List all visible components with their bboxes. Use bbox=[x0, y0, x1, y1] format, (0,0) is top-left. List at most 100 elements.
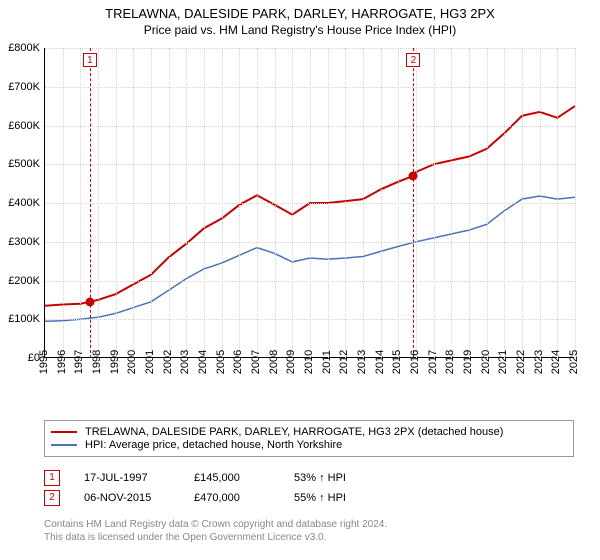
vgridline bbox=[381, 48, 382, 358]
sale-dropline bbox=[413, 48, 414, 358]
sales-row: 2 06-NOV-2015£470,00055% ↑ HPI bbox=[44, 490, 574, 506]
xtick-label: 2016 bbox=[409, 350, 421, 374]
xtick-label: 2015 bbox=[391, 350, 403, 374]
xtick-label: 2000 bbox=[126, 350, 138, 374]
sales-row-pct: 53% ↑ HPI bbox=[294, 472, 394, 484]
xtick-label: 2001 bbox=[144, 350, 156, 374]
vgridline bbox=[540, 48, 541, 358]
vgridline bbox=[434, 48, 435, 358]
vgridline bbox=[275, 48, 276, 358]
title-sub: Price paid vs. HM Land Registry's House … bbox=[0, 23, 600, 37]
xtick-label: 2005 bbox=[215, 350, 227, 374]
xtick-label: 1995 bbox=[38, 350, 50, 374]
vgridline bbox=[292, 48, 293, 358]
xtick-label: 2011 bbox=[321, 350, 333, 374]
xtick-label: 2012 bbox=[338, 350, 350, 374]
vgridline bbox=[522, 48, 523, 358]
footer: Contains HM Land Registry data © Crown c… bbox=[44, 518, 574, 544]
sale-point-dot bbox=[85, 297, 94, 306]
ytick-label: £600K bbox=[8, 120, 40, 132]
xtick-label: 1999 bbox=[109, 350, 121, 374]
sales-row-pct: 55% ↑ HPI bbox=[294, 492, 394, 504]
ytick-label: £100K bbox=[8, 313, 40, 325]
xtick-label: 2023 bbox=[533, 350, 545, 374]
xtick-label: 2014 bbox=[374, 350, 386, 374]
sales-row-marker: 1 bbox=[44, 470, 60, 486]
vgridline bbox=[451, 48, 452, 358]
sale-dropline bbox=[90, 48, 91, 358]
legend-label: TRELAWNA, DALESIDE PARK, DARLEY, HARROGA… bbox=[85, 426, 503, 438]
xtick-label: 1997 bbox=[73, 350, 85, 374]
sale-marker-box: 1 bbox=[83, 53, 97, 67]
titles: TRELAWNA, DALESIDE PARK, DARLEY, HARROGA… bbox=[0, 0, 600, 37]
vgridline bbox=[98, 48, 99, 358]
xtick-label: 2018 bbox=[444, 350, 456, 374]
xtick-label: 2024 bbox=[550, 350, 562, 374]
xtick-label: 2017 bbox=[427, 350, 439, 374]
ytick-label: £400K bbox=[8, 197, 40, 209]
vgridline bbox=[345, 48, 346, 358]
sales-row-date: 06-NOV-2015 bbox=[84, 492, 194, 504]
ytick-label: £700K bbox=[8, 81, 40, 93]
xtick-label: 2004 bbox=[197, 350, 209, 374]
sales-row-marker: 2 bbox=[44, 490, 60, 506]
ytick-label: £300K bbox=[8, 236, 40, 248]
vgridline bbox=[328, 48, 329, 358]
xtick-label: 2006 bbox=[232, 350, 244, 374]
legend-swatch bbox=[51, 431, 77, 433]
footer-line2: This data is licensed under the Open Gov… bbox=[44, 531, 574, 544]
vgridline bbox=[133, 48, 134, 358]
sales-table: 1 17-JUL-1997£145,00053% ↑ HPI 2 06-NOV-201… bbox=[44, 466, 574, 510]
xtick-label: 1996 bbox=[56, 350, 68, 374]
xtick-label: 2013 bbox=[356, 350, 368, 374]
title-main: TRELAWNA, DALESIDE PARK, DARLEY, HARROGA… bbox=[0, 6, 600, 21]
vgridline bbox=[204, 48, 205, 358]
vgridline bbox=[186, 48, 187, 358]
xtick-label: 2007 bbox=[250, 350, 262, 374]
sales-row-price: £145,000 bbox=[194, 472, 294, 484]
xtick-label: 2020 bbox=[480, 350, 492, 374]
vgridline bbox=[504, 48, 505, 358]
sales-row-date: 17-JUL-1997 bbox=[84, 472, 194, 484]
vgridline bbox=[169, 48, 170, 358]
vgridline bbox=[575, 48, 576, 358]
footer-line1: Contains HM Land Registry data © Crown c… bbox=[44, 518, 574, 531]
vgridline bbox=[310, 48, 311, 358]
vgridline bbox=[398, 48, 399, 358]
vgridline bbox=[363, 48, 364, 358]
vgridline bbox=[222, 48, 223, 358]
sales-row-price: £470,000 bbox=[194, 492, 294, 504]
plot-area: 12 bbox=[44, 48, 574, 358]
legend-label: HPI: Average price, detached house, Nort… bbox=[85, 439, 342, 451]
sale-point-dot bbox=[409, 171, 418, 180]
ytick-label: £500K bbox=[8, 158, 40, 170]
vgridline bbox=[80, 48, 81, 358]
vgridline bbox=[416, 48, 417, 358]
vgridline bbox=[151, 48, 152, 358]
xtick-label: 2009 bbox=[285, 350, 297, 374]
vgridline bbox=[116, 48, 117, 358]
chart-container: TRELAWNA, DALESIDE PARK, DARLEY, HARROGA… bbox=[0, 0, 600, 560]
ytick-label: £200K bbox=[8, 275, 40, 287]
vgridline bbox=[239, 48, 240, 358]
sales-row: 1 17-JUL-1997£145,00053% ↑ HPI bbox=[44, 470, 574, 486]
xtick-label: 2002 bbox=[162, 350, 174, 374]
xtick-label: 2008 bbox=[268, 350, 280, 374]
sale-marker-box: 2 bbox=[406, 53, 420, 67]
xtick-label: 2025 bbox=[568, 350, 580, 374]
vgridline bbox=[63, 48, 64, 358]
xtick-label: 2003 bbox=[179, 350, 191, 374]
xtick-label: 2019 bbox=[462, 350, 474, 374]
vgridline bbox=[469, 48, 470, 358]
xtick-label: 1998 bbox=[91, 350, 103, 374]
vgridline bbox=[257, 48, 258, 358]
vgridline bbox=[557, 48, 558, 358]
xtick-label: 2021 bbox=[497, 350, 509, 374]
ytick-label: £800K bbox=[8, 42, 40, 54]
xtick-label: 2022 bbox=[515, 350, 527, 374]
chart: 12 £0£100K£200K£300K£400K£500K£600K£700K… bbox=[44, 48, 574, 378]
legend-item: TRELAWNA, DALESIDE PARK, DARLEY, HARROGA… bbox=[51, 426, 567, 438]
legend: TRELAWNA, DALESIDE PARK, DARLEY, HARROGA… bbox=[44, 420, 574, 457]
xtick-label: 2010 bbox=[303, 350, 315, 374]
vgridline bbox=[487, 48, 488, 358]
